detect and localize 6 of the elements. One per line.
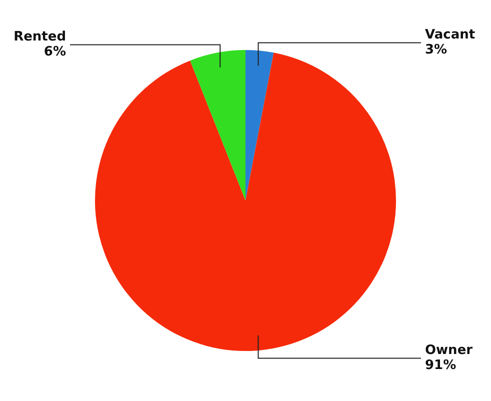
slice-label: Vacant: [425, 28, 476, 43]
data-label: 6%: [44, 44, 66, 60]
data-label: 3%: [425, 42, 448, 58]
slice-label: Rented: [14, 30, 66, 45]
slice-label: Owner: [425, 343, 474, 358]
data-label: 91%: [425, 358, 456, 374]
